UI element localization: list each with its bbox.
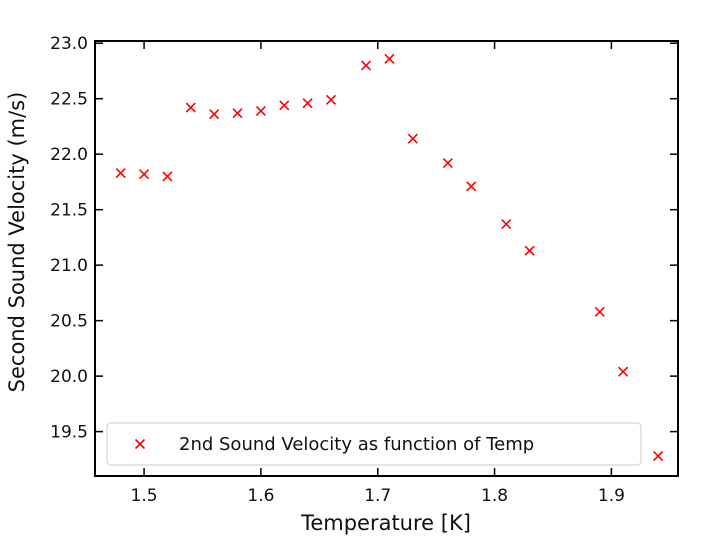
x-axis-ticks: 1.5 1.6 1.7 1.8 1.9 [131, 41, 625, 506]
data-point [209, 109, 220, 120]
legend-label: 2nd Sound Velocity as function of Temp [179, 434, 534, 455]
data-point [466, 181, 477, 192]
x-axis-title: Temperature [K] [300, 511, 471, 535]
data-point [325, 94, 337, 105]
data-point [653, 450, 664, 462]
x-tick-label: 1.6 [247, 486, 274, 506]
y-axis-title: Second Sound Velocity (m/s) [5, 92, 29, 393]
y-tick-label: 23.0 [50, 34, 88, 54]
plot-frame [94, 40, 679, 477]
y-axis-ticks: 19.5 20.0 20.5 21.0 21.5 22.0 22.5 23.0 [50, 34, 678, 443]
legend: 2nd Sound Velocity as function of Temp [106, 422, 642, 466]
y-tick-label: 21.5 [50, 201, 88, 221]
x-tick-label: 1.7 [364, 486, 391, 506]
data-point [442, 158, 453, 169]
data-points [115, 53, 664, 462]
y-tick-label: 22.5 [50, 90, 88, 110]
legend-marker-x-icon [134, 438, 146, 450]
data-point [618, 366, 629, 377]
data-point [162, 171, 173, 182]
data-point [594, 306, 605, 317]
data-point [524, 245, 535, 256]
data-point [255, 105, 266, 116]
data-point [279, 100, 290, 111]
data-point [384, 53, 395, 64]
data-point [115, 167, 126, 179]
legend-box [106, 422, 642, 466]
data-point [185, 102, 196, 113]
data-point [407, 133, 418, 144]
x-tick-label: 1.8 [481, 486, 508, 506]
x-tick-label: 1.5 [131, 486, 158, 506]
data-point [232, 108, 243, 119]
data-point [139, 169, 150, 180]
y-tick-label: 20.0 [50, 367, 88, 387]
x-tick-label: 1.9 [598, 486, 625, 506]
data-point [134, 438, 146, 450]
data-point [302, 98, 313, 109]
y-tick-label: 22.0 [50, 145, 88, 165]
y-tick-label: 19.5 [50, 423, 88, 443]
data-point [501, 219, 512, 230]
y-tick-label: 20.5 [50, 312, 88, 332]
data-point [360, 60, 372, 71]
y-tick-label: 21.0 [50, 256, 88, 276]
